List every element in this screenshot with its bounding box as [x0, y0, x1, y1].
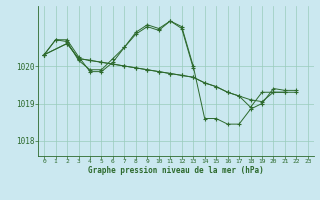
- X-axis label: Graphe pression niveau de la mer (hPa): Graphe pression niveau de la mer (hPa): [88, 166, 264, 175]
